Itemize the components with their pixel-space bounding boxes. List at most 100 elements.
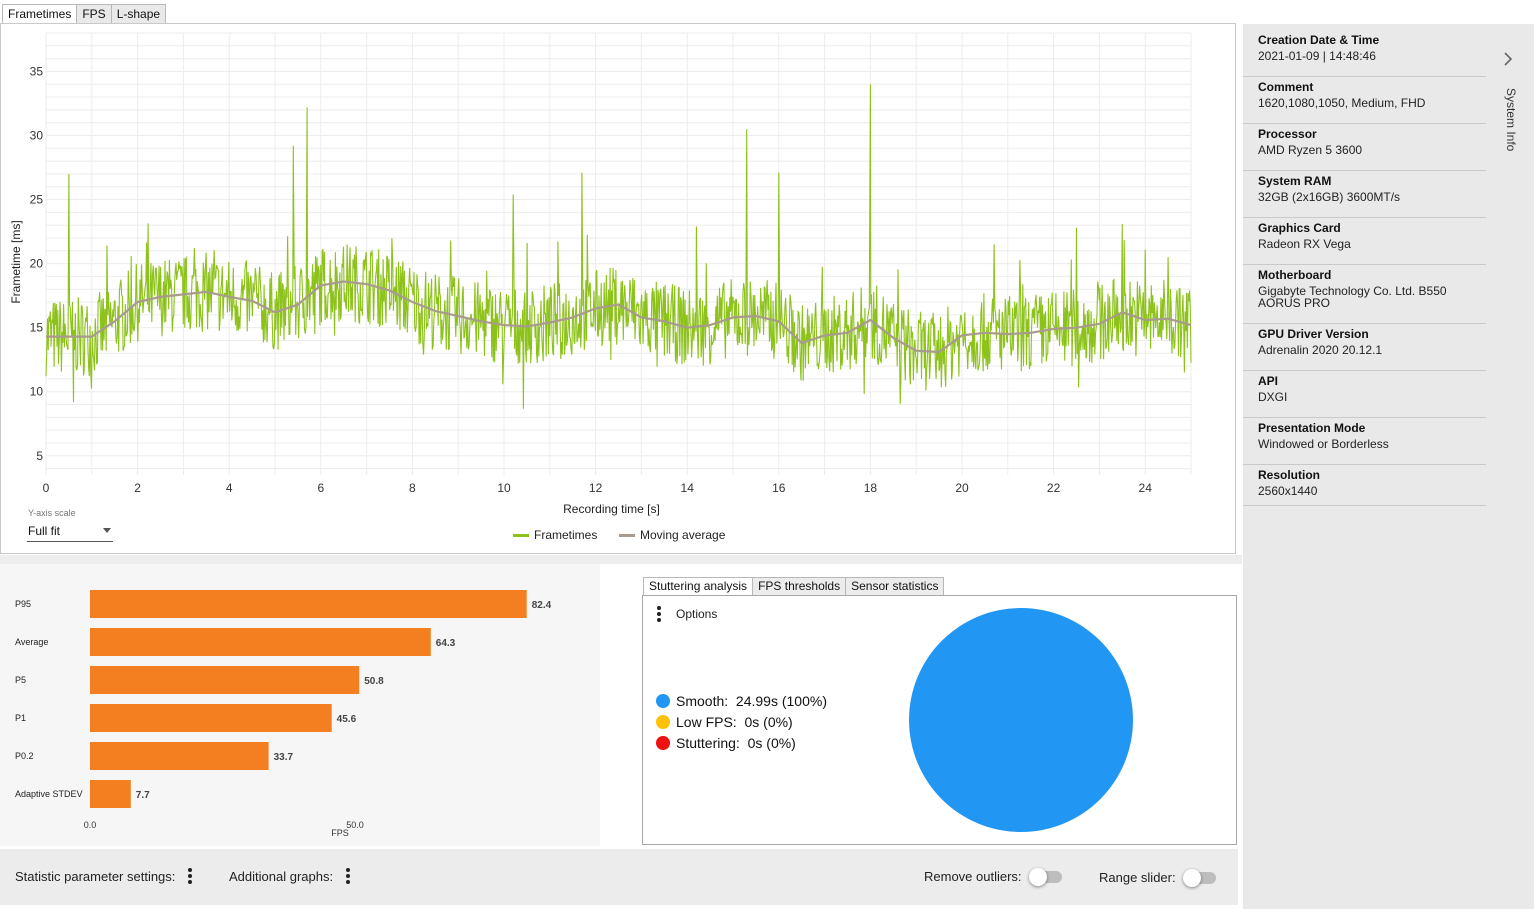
y-tick-label: 30 (30, 128, 44, 142)
y-tick-label: 20 (30, 257, 44, 271)
system-info-value: 2021-01-09 | 14:48:46 (1258, 49, 1376, 63)
system-info-value: Radeon RX Vega (1258, 237, 1351, 251)
stuttering-value: 0s (0%) (747, 734, 796, 751)
legend-swatch-frametimes (513, 533, 529, 537)
x-tick-label: 20 (955, 481, 969, 495)
y-tick-label: 5 (36, 449, 43, 463)
bar-average (90, 628, 431, 656)
legend-frametimes: Frametimes (513, 528, 597, 542)
system-info-label: Presentation Mode (1258, 421, 1366, 435)
fps-bar-chart: P95 82.4 Average 64.3 P5 50.8 P1 45.6 P0.2 33.7 Ad… (15, 590, 552, 838)
bar-value-label: 33.7 (274, 752, 294, 763)
tab-l-shape[interactable]: L-shape (110, 4, 167, 25)
x-tick-label: 14 (681, 481, 695, 495)
system-info-item: Comment 1620,1080,1050, Medium, FHD (1243, 77, 1486, 124)
x-tick-label: 4 (226, 481, 233, 495)
legend-label-frametimes: Frametimes (534, 528, 598, 542)
system-info-item: Motherboard Gigabyte Technology Co. Ltd. … (1243, 265, 1486, 324)
system-info-label: System RAM (1258, 174, 1332, 188)
system-info-item: System RAM 32GB (2x16GB) 3600MT/s (1243, 171, 1486, 218)
chevron-down-icon (103, 528, 111, 533)
x-tick-label: 12 (589, 481, 603, 495)
smooth-dot-icon (656, 693, 670, 708)
system-info-item: API DXGI (1243, 371, 1486, 418)
bar-category-label: Average (15, 637, 48, 647)
low-fps-value: 0s (0%) (744, 713, 793, 730)
system-info-value: Gigabyte Technology Co. Ltd. B550 AORUS … (1258, 284, 1447, 310)
system-info-label: GPU Driver Version (1258, 327, 1369, 341)
remove-outliers-toggle[interactable] (1028, 867, 1062, 886)
more-vertical-icon[interactable] (345, 868, 351, 884)
statistic-parameter-settings[interactable]: Statistic parameter settings: (15, 868, 193, 884)
y-axis-scale-value: Full fit (28, 524, 61, 538)
system-info-label: API (1258, 374, 1279, 388)
y-axis-scale-label: Y-axis scale (28, 508, 76, 518)
y-axis-scale-dropdown[interactable]: Full fit (27, 522, 113, 542)
panel-separator (0, 555, 1242, 564)
x-tick-label: 2 (134, 481, 141, 495)
x-axis-label: Recording time [s] (563, 502, 660, 516)
system-info-toggle[interactable]: System Info (1496, 88, 1524, 168)
x-tick-label: 50.0 (346, 820, 364, 830)
range-slider-toggle[interactable] (1182, 868, 1216, 887)
y-tick-label: 25 (30, 193, 44, 207)
smooth-label: Smooth: (676, 692, 729, 709)
more-vertical-icon[interactable] (656, 606, 662, 622)
x-tick-label: 0.0 (84, 820, 97, 830)
stuttering-dot-icon (656, 735, 670, 750)
smooth-value: 24.99s (100%) (735, 692, 827, 709)
remove-outliers: Remove outliers: (924, 867, 1062, 886)
x-tick-label: 8 (409, 481, 416, 495)
x-tick-label: 6 (317, 481, 324, 495)
bar-value-label: 82.4 (532, 600, 552, 611)
y-axis-label: Frametime [ms] (9, 220, 23, 303)
remove-outliers-label: Remove outliers: (924, 869, 1022, 884)
tab-sensor-statistics[interactable]: Sensor statistics (845, 577, 945, 597)
x-tick-label: 18 (864, 481, 878, 495)
low-fps-label: Low FPS: (676, 713, 737, 730)
x-axis-label: FPS (331, 828, 349, 838)
legend-item-low-fps: Low FPS: 0s (0%) (656, 711, 827, 732)
fps-statistics-panel: P95 82.4 Average 64.3 P5 50.8 P1 45.6 P0.2 33.7 Ad… (0, 564, 600, 846)
x-tick-label: 22 (1047, 481, 1061, 495)
more-vertical-icon[interactable] (187, 868, 193, 884)
x-tick-label: 0 (43, 481, 50, 495)
bar-category-label: P1 (15, 713, 26, 723)
system-info-label: Processor (1258, 127, 1317, 141)
system-info-item: GPU Driver Version Adrenalin 2020 20.12.1 (1243, 324, 1486, 371)
system-info-value: 2560x1440 (1258, 484, 1318, 498)
bar-p5 (90, 666, 360, 694)
legend-item-stuttering: Stuttering: 0s (0%) (656, 732, 827, 753)
bar-p1 (90, 704, 332, 732)
bar-category-label: P5 (15, 675, 26, 685)
options-menu[interactable]: Options (656, 606, 717, 622)
bar-value-label: 45.6 (337, 714, 357, 725)
range-slider: Range slider: (1099, 868, 1216, 887)
system-info-value: 1620,1080,1050, Medium, FHD (1258, 96, 1426, 110)
stuttering-label: Stuttering: (676, 734, 740, 751)
additional-graphs[interactable]: Additional graphs: (229, 868, 351, 884)
system-info-value: 32GB (2x16GB) 3600MT/s (1258, 190, 1401, 204)
x-tick-label: 10 (497, 481, 511, 495)
bar-category-label: P0.2 (15, 751, 34, 761)
system-info-label: Motherboard (1258, 268, 1332, 282)
system-info-item: Processor AMD Ryzen 5 3600 (1243, 124, 1486, 171)
bar-adaptive-stdev (90, 780, 131, 808)
legend-item-smooth: Smooth: 24.99s (100%) (656, 690, 827, 711)
tab-fps-thresholds[interactable]: FPS thresholds (752, 577, 847, 597)
stuttering-legend: Smooth: 24.99s (100%) Low FPS: 0s (0%) S… (656, 690, 827, 753)
bar-value-label: 7.7 (136, 790, 150, 801)
legend-label-moving-average: Moving average (640, 528, 726, 542)
bar-category-label: P95 (15, 599, 31, 609)
tab-stuttering-analysis[interactable]: Stuttering analysis (643, 577, 754, 597)
system-info-item: Graphics Card Radeon RX Vega (1243, 218, 1486, 265)
stuttering-pie-chart (909, 608, 1133, 832)
analysis-tab-bar: Stuttering analysis FPS thresholds Senso… (643, 577, 945, 597)
moving-average-series-line (46, 280, 1192, 354)
y-tick-label: 35 (30, 64, 44, 78)
tab-fps[interactable]: FPS (76, 4, 112, 25)
frametime-chart-panel: 5 10 15 20 25 30 35 0 2 4 6 8 10 12 14 16 18 20 22 24 Record… (0, 23, 1236, 554)
chevron-right-icon[interactable] (1504, 52, 1512, 66)
bar-p95 (90, 590, 527, 618)
